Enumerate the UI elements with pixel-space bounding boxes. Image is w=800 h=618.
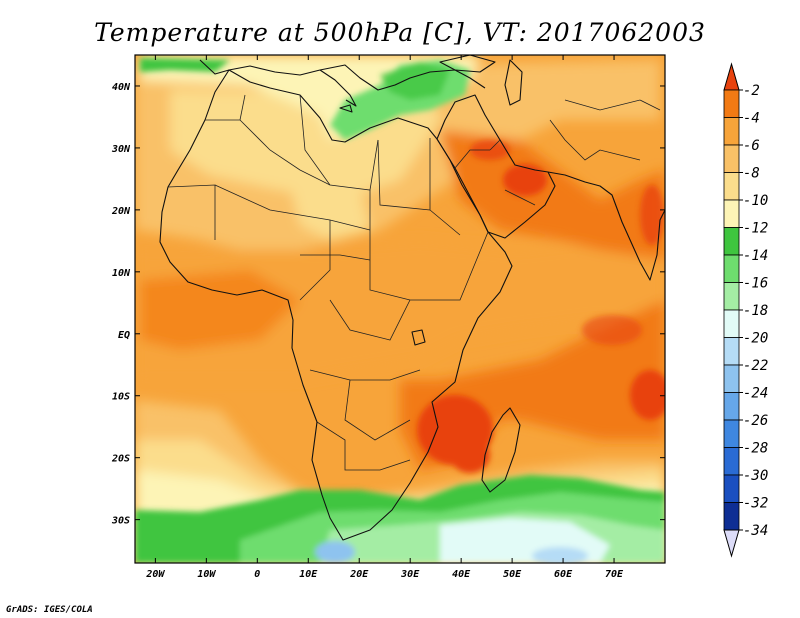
y-tick-label: 10N xyxy=(112,268,131,279)
x-tick-label: 50E xyxy=(503,569,522,580)
chart-title: Temperature at 500hPa [C], VT: 201706200… xyxy=(94,18,706,47)
colorbar-swatch xyxy=(723,309,740,338)
colorbar-label: -18 xyxy=(743,303,768,319)
y-tick-label: 30S xyxy=(111,516,130,527)
colorbar-label: -22 xyxy=(743,358,768,374)
x-tick-label: 10E xyxy=(299,569,318,580)
lake-victoria xyxy=(411,329,426,346)
colorbar-swatch xyxy=(723,227,740,256)
hotspot-india xyxy=(640,185,664,245)
colorbar-swatch xyxy=(723,254,740,283)
cold-south-22-east xyxy=(532,547,588,563)
africa-coastline xyxy=(159,69,513,541)
colorbar-label: -10 xyxy=(743,193,768,209)
black-sea-coastline xyxy=(439,55,496,73)
colorbar-label: -20 xyxy=(743,331,768,347)
colorbar-swatch xyxy=(723,364,740,393)
x-tick-label: 70E xyxy=(605,569,624,580)
x-tick-label: 10W xyxy=(197,569,216,580)
colorbar-swatch xyxy=(723,172,740,201)
colorbar-swatch xyxy=(723,282,740,311)
colorbar-swatch xyxy=(723,117,740,146)
europe-coastline xyxy=(199,59,486,91)
field-band-equator-6 xyxy=(135,230,665,380)
colorbar-label: -26 xyxy=(743,413,768,429)
map-frame xyxy=(134,54,666,564)
y-tick-label: 30N xyxy=(111,144,131,155)
country-borders xyxy=(167,94,661,471)
colorbar-swatch xyxy=(723,337,740,366)
colorbar-label: -8 xyxy=(743,166,760,182)
colorbar-swatch xyxy=(723,474,740,503)
colorbar-label: -30 xyxy=(743,468,768,484)
cold-iberia-14 xyxy=(140,58,230,72)
caspian-coastline xyxy=(504,59,523,106)
sicily-coastline xyxy=(339,104,353,113)
colorbar-label: -16 xyxy=(743,276,768,292)
field-band-arabia-4 xyxy=(440,130,665,260)
x-tick-label: 30E xyxy=(400,569,420,580)
colorbar-swatch xyxy=(723,419,740,448)
colorbar-label: -28 xyxy=(743,441,768,457)
colorbar-swatch xyxy=(723,89,740,118)
y-tick-label: 40N xyxy=(112,82,131,93)
axis-ticks: 20W 10W 0 10E 20E 30E 40E 50E 60E 70E 40N 30N 20N 10N… xyxy=(111,55,665,580)
colorbar-bottom-triangle xyxy=(723,529,740,558)
colorbar-label: -14 xyxy=(743,248,768,264)
field-band-chad-10 xyxy=(290,185,370,240)
colorbar-label: -12 xyxy=(743,221,768,237)
colorbar-label: -2 xyxy=(743,83,760,99)
colorbar-swatch xyxy=(723,447,740,476)
x-tick-label: 20W xyxy=(145,569,165,580)
colorbar-swatch xyxy=(723,502,740,531)
arabia-coastline xyxy=(436,94,556,239)
colorbar: -2 -4 -6 -8 -10 -12 -14 -16 -18 -20 -22 -24 -26 -28 -3… xyxy=(723,62,768,558)
colorbar-label: -4 xyxy=(743,111,760,127)
colorbar-top-triangle xyxy=(723,62,740,91)
temperature-field xyxy=(135,55,665,563)
y-tick-label: 20N xyxy=(111,206,131,217)
x-tick-label: 0 xyxy=(254,569,260,580)
y-tick-label: 10S xyxy=(112,392,130,403)
colorbar-swatch xyxy=(723,199,740,228)
madagascar-coastline xyxy=(481,407,521,493)
hotspot-mozambique-south xyxy=(450,437,490,473)
colorbar-label: -32 xyxy=(743,496,768,512)
x-tick-label: 20E xyxy=(349,569,369,580)
colorbar-label: -6 xyxy=(743,138,760,154)
y-tick-label: EQ xyxy=(118,330,130,341)
credit-text: GrADS: IGES/COLA xyxy=(6,605,93,615)
x-tick-label: 60E xyxy=(554,569,573,580)
hotspot-central-indian xyxy=(582,315,642,345)
cold-south-24-west xyxy=(315,541,355,563)
hotspot-arabian-gulf xyxy=(503,164,547,196)
colorbar-swatch xyxy=(723,144,740,173)
colorbar-label: -34 xyxy=(743,523,768,539)
x-tick-label: 40E xyxy=(452,569,471,580)
colorbar-swatch xyxy=(723,392,740,421)
italy-coastline xyxy=(319,69,357,107)
y-tick-label: 20S xyxy=(111,454,130,465)
asia-coastline xyxy=(547,171,665,281)
hotspot-indian-ocean xyxy=(630,370,665,420)
colorbar-label: -24 xyxy=(743,386,768,402)
